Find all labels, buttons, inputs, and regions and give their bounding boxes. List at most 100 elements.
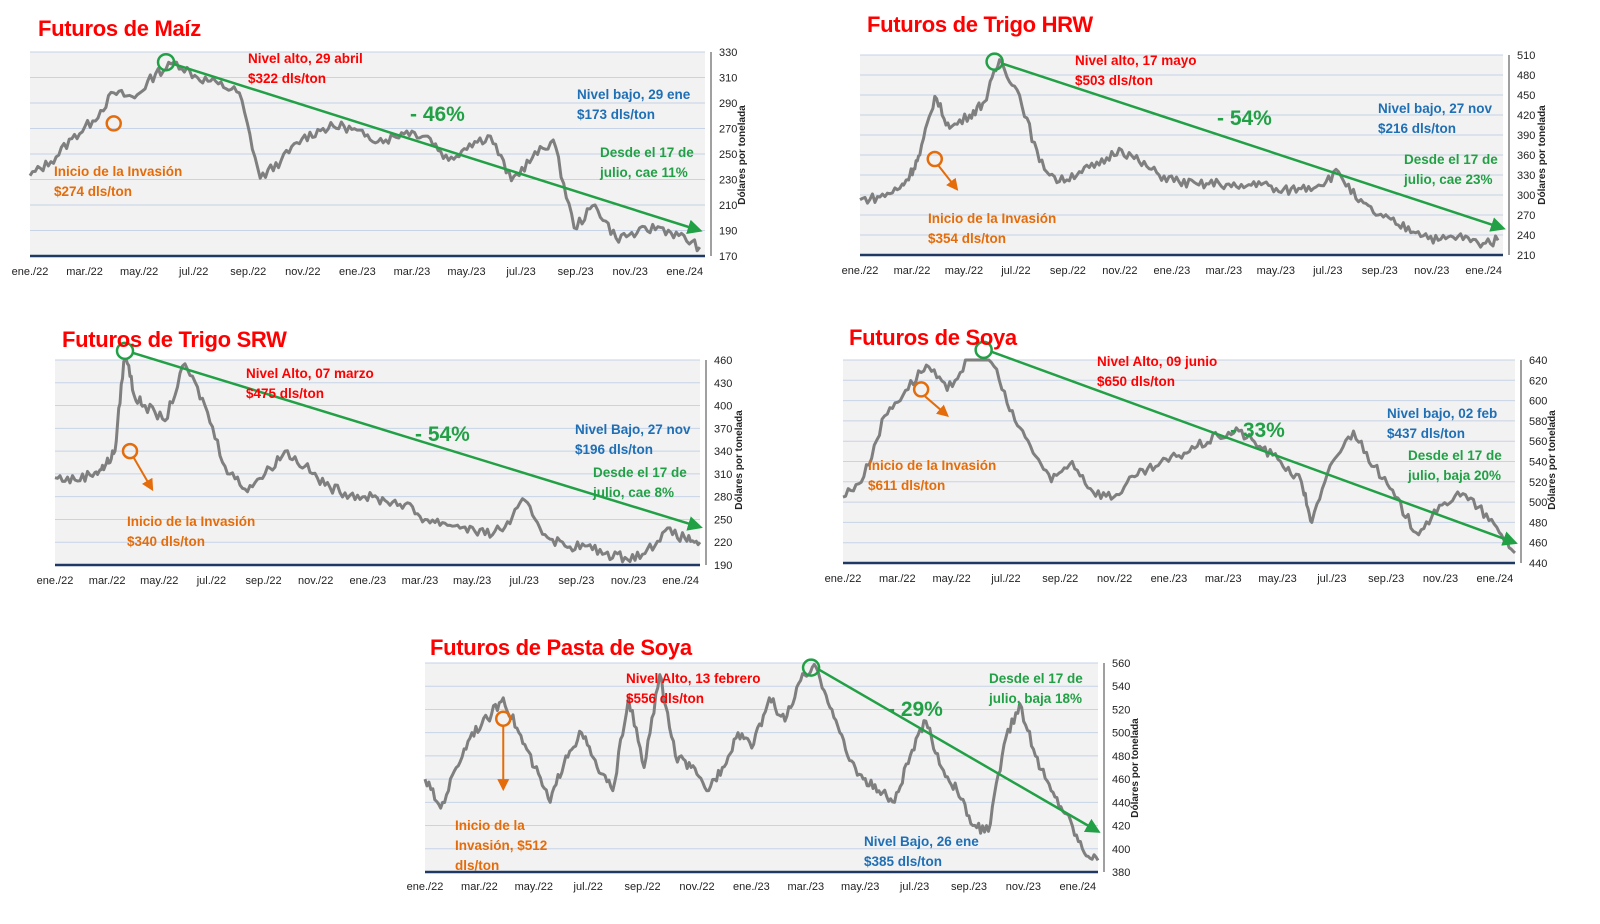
- x-tick-label: ene./22: [842, 265, 879, 277]
- since-july-annotation: Desde el 17 de julio, baja 18%: [989, 671, 1083, 706]
- x-tick-label: may./22: [120, 266, 158, 278]
- price-series-line: [842, 358, 1516, 554]
- y-tick-label: 280: [714, 492, 732, 504]
- x-tick-label: ene./22: [37, 575, 74, 587]
- high-point-marker: [985, 52, 1004, 71]
- y-tick-label: 460: [1112, 774, 1130, 786]
- x-tick-label: may./22: [932, 573, 970, 585]
- x-tick-label: jul./23: [1312, 265, 1342, 277]
- invasion-annotation: Inicio de la Invasión, $512 dls/ton: [455, 818, 548, 873]
- y-tick-label: 380: [1112, 867, 1130, 879]
- chart-title: Futuros de Maíz: [38, 16, 201, 41]
- y-tick-label: 230: [719, 175, 737, 187]
- y-tick-label: 360: [1517, 150, 1535, 162]
- x-tick-label: ene./23: [349, 575, 386, 587]
- x-tick-label: ene./24: [662, 575, 699, 587]
- chart-panel-trigo-srw: 190 220 250 280 310 340 370 400 430 460 Dólares po…: [0, 315, 790, 605]
- x-tick-label: may./23: [1258, 573, 1296, 585]
- invasion-point-marker: [912, 381, 930, 398]
- invasion-arrow: [937, 165, 959, 191]
- y-tick-label: 290: [719, 98, 737, 110]
- y-tick-label: 190: [714, 560, 732, 572]
- low-annotation: Nivel Bajo, 26 ene $385 dls/ton: [864, 834, 979, 869]
- trend-arrow: [132, 351, 703, 531]
- y-tick-label: 540: [1529, 457, 1547, 469]
- chart-panel-maiz: 170 190 210 230 250 270 290 310 330 Dólares por t…: [0, 0, 790, 300]
- price-series-line: [28, 60, 701, 253]
- chart-title: Futuros de Trigo SRW: [62, 327, 287, 352]
- x-tick-label: mar./22: [461, 881, 498, 893]
- x-tick-label: mar./22: [89, 575, 126, 587]
- y-tick-label: 430: [714, 378, 732, 390]
- y-tick-label: 210: [1517, 250, 1535, 262]
- y-tick-label: 210: [719, 200, 737, 212]
- x-tick-label: nov./23: [1423, 573, 1458, 585]
- y-tick-label: 500: [1112, 728, 1130, 740]
- y-tick-label: 340: [714, 446, 732, 458]
- x-tick-label: mar./23: [787, 881, 824, 893]
- y-tick-label: 170: [719, 251, 737, 263]
- invasion-arrow: [133, 457, 154, 492]
- price-series-line: [54, 358, 702, 564]
- chart-title: Futuros de Pasta de Soya: [430, 635, 692, 660]
- chart-panel-trigo-hrw: 210 240 270 300 330 360 390 420 450 480 510 Dólares…: [820, 0, 1600, 300]
- x-tick-label: jul./23: [505, 266, 535, 278]
- y-tick-label: 310: [719, 73, 737, 85]
- change-percent: - 46%: [410, 103, 465, 126]
- y-tick-label: 520: [1529, 477, 1547, 489]
- y-tick-label: 560: [1529, 436, 1547, 448]
- invasion-annotation: Inicio de la Invasión $340 dls/ton: [127, 514, 256, 549]
- y-tick-label: 220: [714, 537, 732, 549]
- low-annotation: Nivel Bajo, 27 nov $196 dls/ton: [575, 422, 691, 457]
- x-tick-label: mar./22: [66, 266, 103, 278]
- high-point-marker: [115, 341, 135, 361]
- y-axis-label: Dólares por tonelada: [737, 105, 748, 205]
- x-tick-label: sep./22: [246, 575, 282, 587]
- plot-area: [55, 360, 700, 565]
- y-tick-label: 390: [1517, 130, 1535, 142]
- high-annotation: Nivel Alto, 13 febrero $556 dls/ton: [626, 671, 761, 706]
- high-annotation: Nivel Alto, 09 junio $650 dls/ton: [1097, 354, 1218, 389]
- price-series-line: [423, 662, 1100, 862]
- x-tick-label: nov./22: [285, 266, 320, 278]
- y-tick-label: 270: [1517, 210, 1535, 222]
- y-tick-label: 520: [1112, 704, 1130, 716]
- y-tick-label: 450: [1517, 90, 1535, 102]
- chart-title: Futuros de Trigo HRW: [867, 12, 1093, 37]
- x-tick-label: ene./23: [1151, 573, 1188, 585]
- x-tick-label: ene./23: [339, 266, 376, 278]
- chart-svg-trigo-srw: 190 220 250 280 310 340 370 400 430 460 Dólares po…: [37, 341, 745, 587]
- x-tick-label: may./22: [945, 265, 983, 277]
- x-tick-label: may./22: [140, 575, 178, 587]
- x-tick-label: nov./22: [1102, 265, 1137, 277]
- since-july-annotation: Desde el 17 de julio, baja 20%: [1408, 448, 1502, 483]
- invasion-point-marker: [121, 442, 139, 460]
- y-tick-label: 500: [1529, 497, 1547, 509]
- trend-arrow: [1002, 62, 1506, 232]
- x-tick-label: may./23: [841, 881, 879, 893]
- x-tick-label: jul./22: [573, 881, 603, 893]
- x-tick-label: nov./23: [1006, 881, 1041, 893]
- y-axis-label: Dólares por tonelada: [1130, 718, 1141, 818]
- y-tick-label: 370: [714, 423, 732, 435]
- y-tick-label: 480: [1112, 751, 1130, 763]
- change-percent: - 54%: [1217, 107, 1272, 130]
- x-tick-label: ene./23: [733, 881, 770, 893]
- low-annotation: Nivel bajo, 29 ene $173 dls/ton: [577, 87, 691, 122]
- y-tick-label: 400: [1112, 844, 1130, 856]
- x-tick-label: sep./23: [951, 881, 987, 893]
- x-tick-label: nov./23: [1414, 265, 1449, 277]
- y-tick-label: 440: [1529, 558, 1547, 570]
- x-tick-label: may./23: [447, 266, 485, 278]
- chart-panel-soya: 440 460 480 500 520 540 560 580 600 620 640 Dólares…: [820, 315, 1600, 605]
- y-tick-label: 420: [1517, 110, 1535, 122]
- y-tick-label: 510: [1517, 50, 1535, 62]
- trend-arrow: [173, 63, 703, 235]
- change-percent: - 29%: [888, 698, 943, 721]
- y-tick-label: 330: [1517, 170, 1535, 182]
- y-tick-label: 580: [1529, 416, 1547, 428]
- invasion-annotation: Inicio de la Invasión $611 dls/ton: [868, 458, 997, 493]
- chart-title: Futuros de Soya: [849, 325, 1017, 350]
- y-tick-label: 440: [1112, 797, 1130, 809]
- y-axis-label: Dólares por tonelada: [734, 410, 745, 510]
